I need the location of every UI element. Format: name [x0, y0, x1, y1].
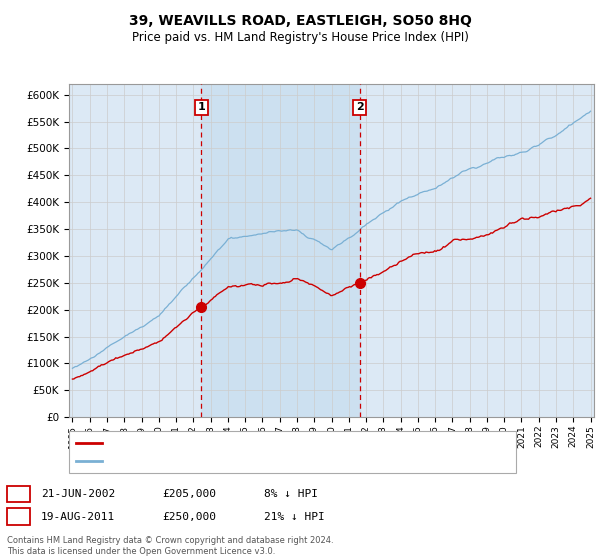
Text: 21% ↓ HPI: 21% ↓ HPI — [264, 512, 325, 522]
Text: 2: 2 — [14, 510, 23, 524]
Text: 39, WEAVILLS ROAD, EASTLEIGH, SO50 8HQ (detached house): 39, WEAVILLS ROAD, EASTLEIGH, SO50 8HQ (… — [106, 438, 416, 448]
Bar — [202, 84, 359, 417]
Text: 8% ↓ HPI: 8% ↓ HPI — [264, 489, 318, 499]
Text: Contains HM Land Registry data © Crown copyright and database right 2024.
This d: Contains HM Land Registry data © Crown c… — [7, 536, 334, 556]
Text: 19-AUG-2011: 19-AUG-2011 — [41, 512, 115, 522]
Text: £205,000: £205,000 — [162, 489, 216, 499]
Text: 39, WEAVILLS ROAD, EASTLEIGH, SO50 8HQ: 39, WEAVILLS ROAD, EASTLEIGH, SO50 8HQ — [128, 14, 472, 28]
Text: £250,000: £250,000 — [162, 512, 216, 522]
Text: 2: 2 — [356, 102, 364, 113]
Text: HPI: Average price, detached house, Eastleigh: HPI: Average price, detached house, East… — [106, 456, 337, 466]
Text: 1: 1 — [197, 102, 205, 113]
Text: 21-JUN-2002: 21-JUN-2002 — [41, 489, 115, 499]
Text: 1: 1 — [14, 487, 23, 501]
Text: Price paid vs. HM Land Registry's House Price Index (HPI): Price paid vs. HM Land Registry's House … — [131, 31, 469, 44]
